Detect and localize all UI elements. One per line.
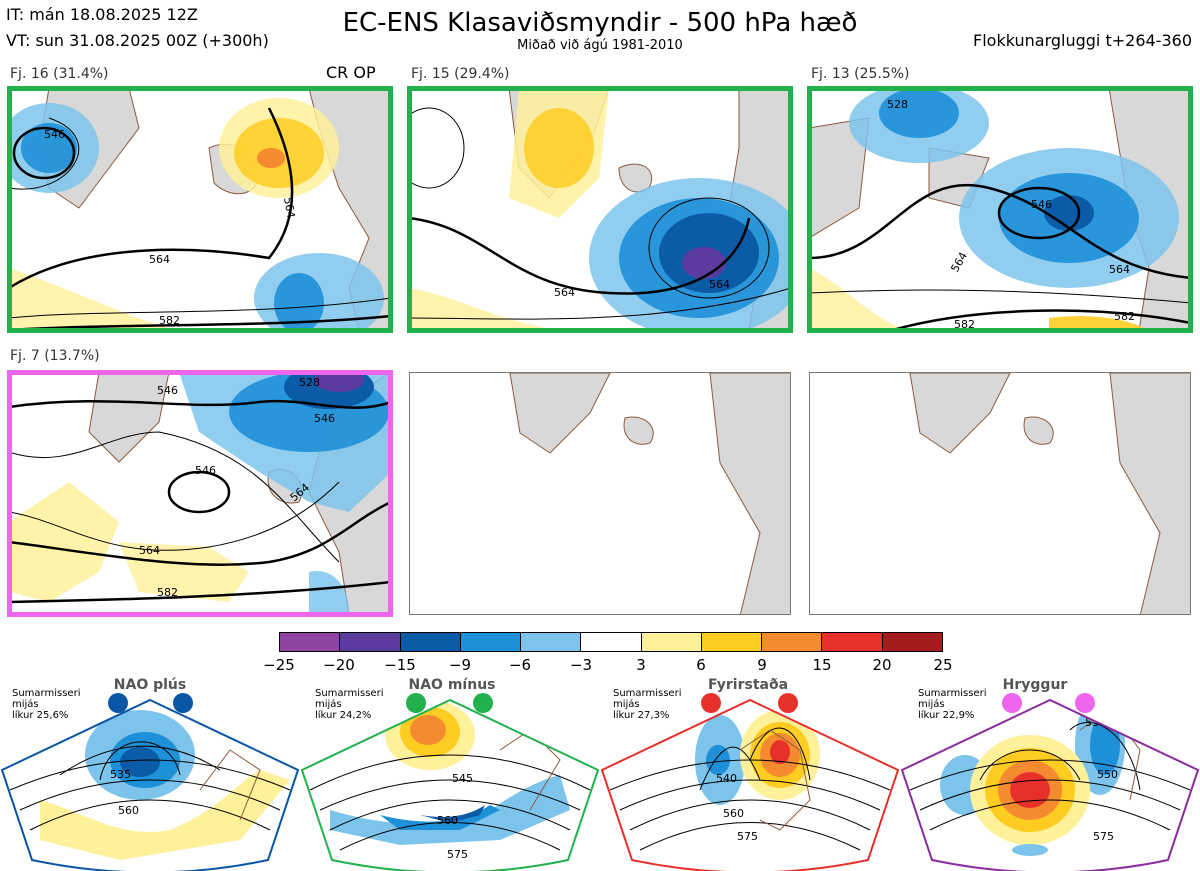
climatology-subtitle: Miðað við ágú 1981-2010 xyxy=(517,38,683,53)
regime-dot xyxy=(1075,693,1095,713)
contour-label: 575 xyxy=(737,830,758,843)
regime-map-blocking: 540 560 575 xyxy=(600,698,900,871)
colorbar-bin xyxy=(762,633,823,651)
regime-dot xyxy=(701,693,721,713)
colorbar-tick: 9 xyxy=(757,656,767,674)
colorbar-tick: −3 xyxy=(569,656,593,674)
contour-label: 564 xyxy=(1109,263,1130,276)
colorbar-tick: −9 xyxy=(448,656,472,674)
colorbar-tick: 15 xyxy=(812,656,832,674)
page-title: EC-ENS Klasaviðsmyndir - 500 hPa hæð xyxy=(342,8,858,38)
contour-label: 564 xyxy=(554,286,575,299)
regime-dot xyxy=(473,693,493,713)
colorbar-tick: −20 xyxy=(323,656,355,674)
regime-title: Fyrirstaða xyxy=(707,677,789,693)
contour-label: 564 xyxy=(281,196,297,219)
contour-label: 546 xyxy=(157,384,178,397)
contour-label: 550 xyxy=(1097,768,1118,781)
regime-title: Hryggur xyxy=(1002,677,1068,693)
colorbar-tick: 20 xyxy=(872,656,892,674)
empty-map-2 xyxy=(809,372,1191,615)
regime-map-nao-plus: 535 560 xyxy=(0,698,300,871)
panel-3-label: Fj. 13 (25.5%) xyxy=(811,66,910,82)
colorbar-bin xyxy=(641,633,702,651)
colorbar-tick: −15 xyxy=(384,656,416,674)
contour-label: 582 xyxy=(1114,310,1135,323)
contour-label: 528 xyxy=(887,98,908,111)
regime-dot xyxy=(173,693,193,713)
contour-label: 560 xyxy=(723,807,744,820)
colorbar-tick: 25 xyxy=(933,656,953,674)
contour-label: 540 xyxy=(716,772,737,785)
colorbar-bin xyxy=(701,633,763,651)
regime-map-nao-minus: 545 560 575 xyxy=(300,698,600,871)
contour-label: 582 xyxy=(157,586,178,599)
classification-window: Flokkunargluggi t+264-360 xyxy=(973,31,1192,50)
colorbar-tick: −6 xyxy=(508,656,532,674)
regime-dot xyxy=(108,693,128,713)
colorbar-bin xyxy=(822,633,883,651)
contour-label: 564 xyxy=(709,278,730,291)
contour-label: 546 xyxy=(44,128,65,141)
colorbar-bin xyxy=(460,633,522,651)
cluster-map-2[interactable]: 564 564 xyxy=(409,88,791,331)
colorbar xyxy=(279,632,943,652)
contour-label: 535 xyxy=(110,768,131,781)
regime-note: Sumarmisseri mijás líkur 22,9% xyxy=(918,688,987,721)
colorbar-tick: −25 xyxy=(263,656,295,674)
colorbar-tick: 3 xyxy=(636,656,646,674)
panel-2-label: Fj. 15 (29.4%) xyxy=(411,66,510,82)
cluster-map-1[interactable]: 546 564 564 582 xyxy=(9,88,391,331)
contour-label: 582 xyxy=(159,314,180,327)
colorbar-bin xyxy=(400,633,461,651)
empty-map-1 xyxy=(409,372,791,615)
regime-dot xyxy=(778,693,798,713)
contour-label: 560 xyxy=(118,804,139,817)
contour-label: 560 xyxy=(437,814,458,827)
contour-label: 546 xyxy=(195,464,216,477)
regime-note: Sumarmisseri mijás líkur 27,3% xyxy=(613,688,682,721)
contour-label: 575 xyxy=(447,848,468,861)
contour-label: 546 xyxy=(314,412,335,425)
colorbar-bin xyxy=(882,633,942,651)
colorbar-bin xyxy=(280,633,341,651)
regime-title: NAO mínus xyxy=(408,677,496,693)
valid-time: VT: sun 31.08.2025 00Z (+300h) xyxy=(6,31,269,50)
contour-label: 546 xyxy=(1031,198,1052,211)
panel-4-label: Fj. 7 (13.7%) xyxy=(10,348,100,364)
regime-map-ridge: 530 550 575 xyxy=(900,698,1200,871)
contour-label: 575 xyxy=(1093,830,1114,843)
regime-dot xyxy=(406,693,426,713)
regime-dot xyxy=(1002,693,1022,713)
cluster-map-4[interactable]: 546 528 546 546 564 564 582 xyxy=(9,372,391,615)
contour-label: 582 xyxy=(954,318,975,331)
colorbar-tick: 6 xyxy=(696,656,706,674)
panel-1-label: Fj. 16 (31.4%) xyxy=(10,66,109,82)
contour-label: 545 xyxy=(452,772,473,785)
issue-time: IT: mán 18.08.2025 12Z xyxy=(6,5,198,24)
cluster-map-3[interactable]: 528 546 564 564 582 582 xyxy=(809,88,1191,331)
colorbar-bin xyxy=(581,633,642,651)
contour-label: 564 xyxy=(149,253,170,266)
contour-label: 528 xyxy=(299,376,320,389)
regime-title: NAO plús xyxy=(113,677,187,693)
regime-note: Sumarmisseri mijás líkur 25,6% xyxy=(12,688,81,721)
regime-note: Sumarmisseri mijás líkur 24,2% xyxy=(315,688,384,721)
colorbar-bin xyxy=(340,633,401,651)
colorbar-bin xyxy=(521,633,582,651)
contour-label: 564 xyxy=(139,544,160,557)
contour-label: 564 xyxy=(948,250,970,275)
panel-1-marker: CR OP xyxy=(326,63,376,82)
